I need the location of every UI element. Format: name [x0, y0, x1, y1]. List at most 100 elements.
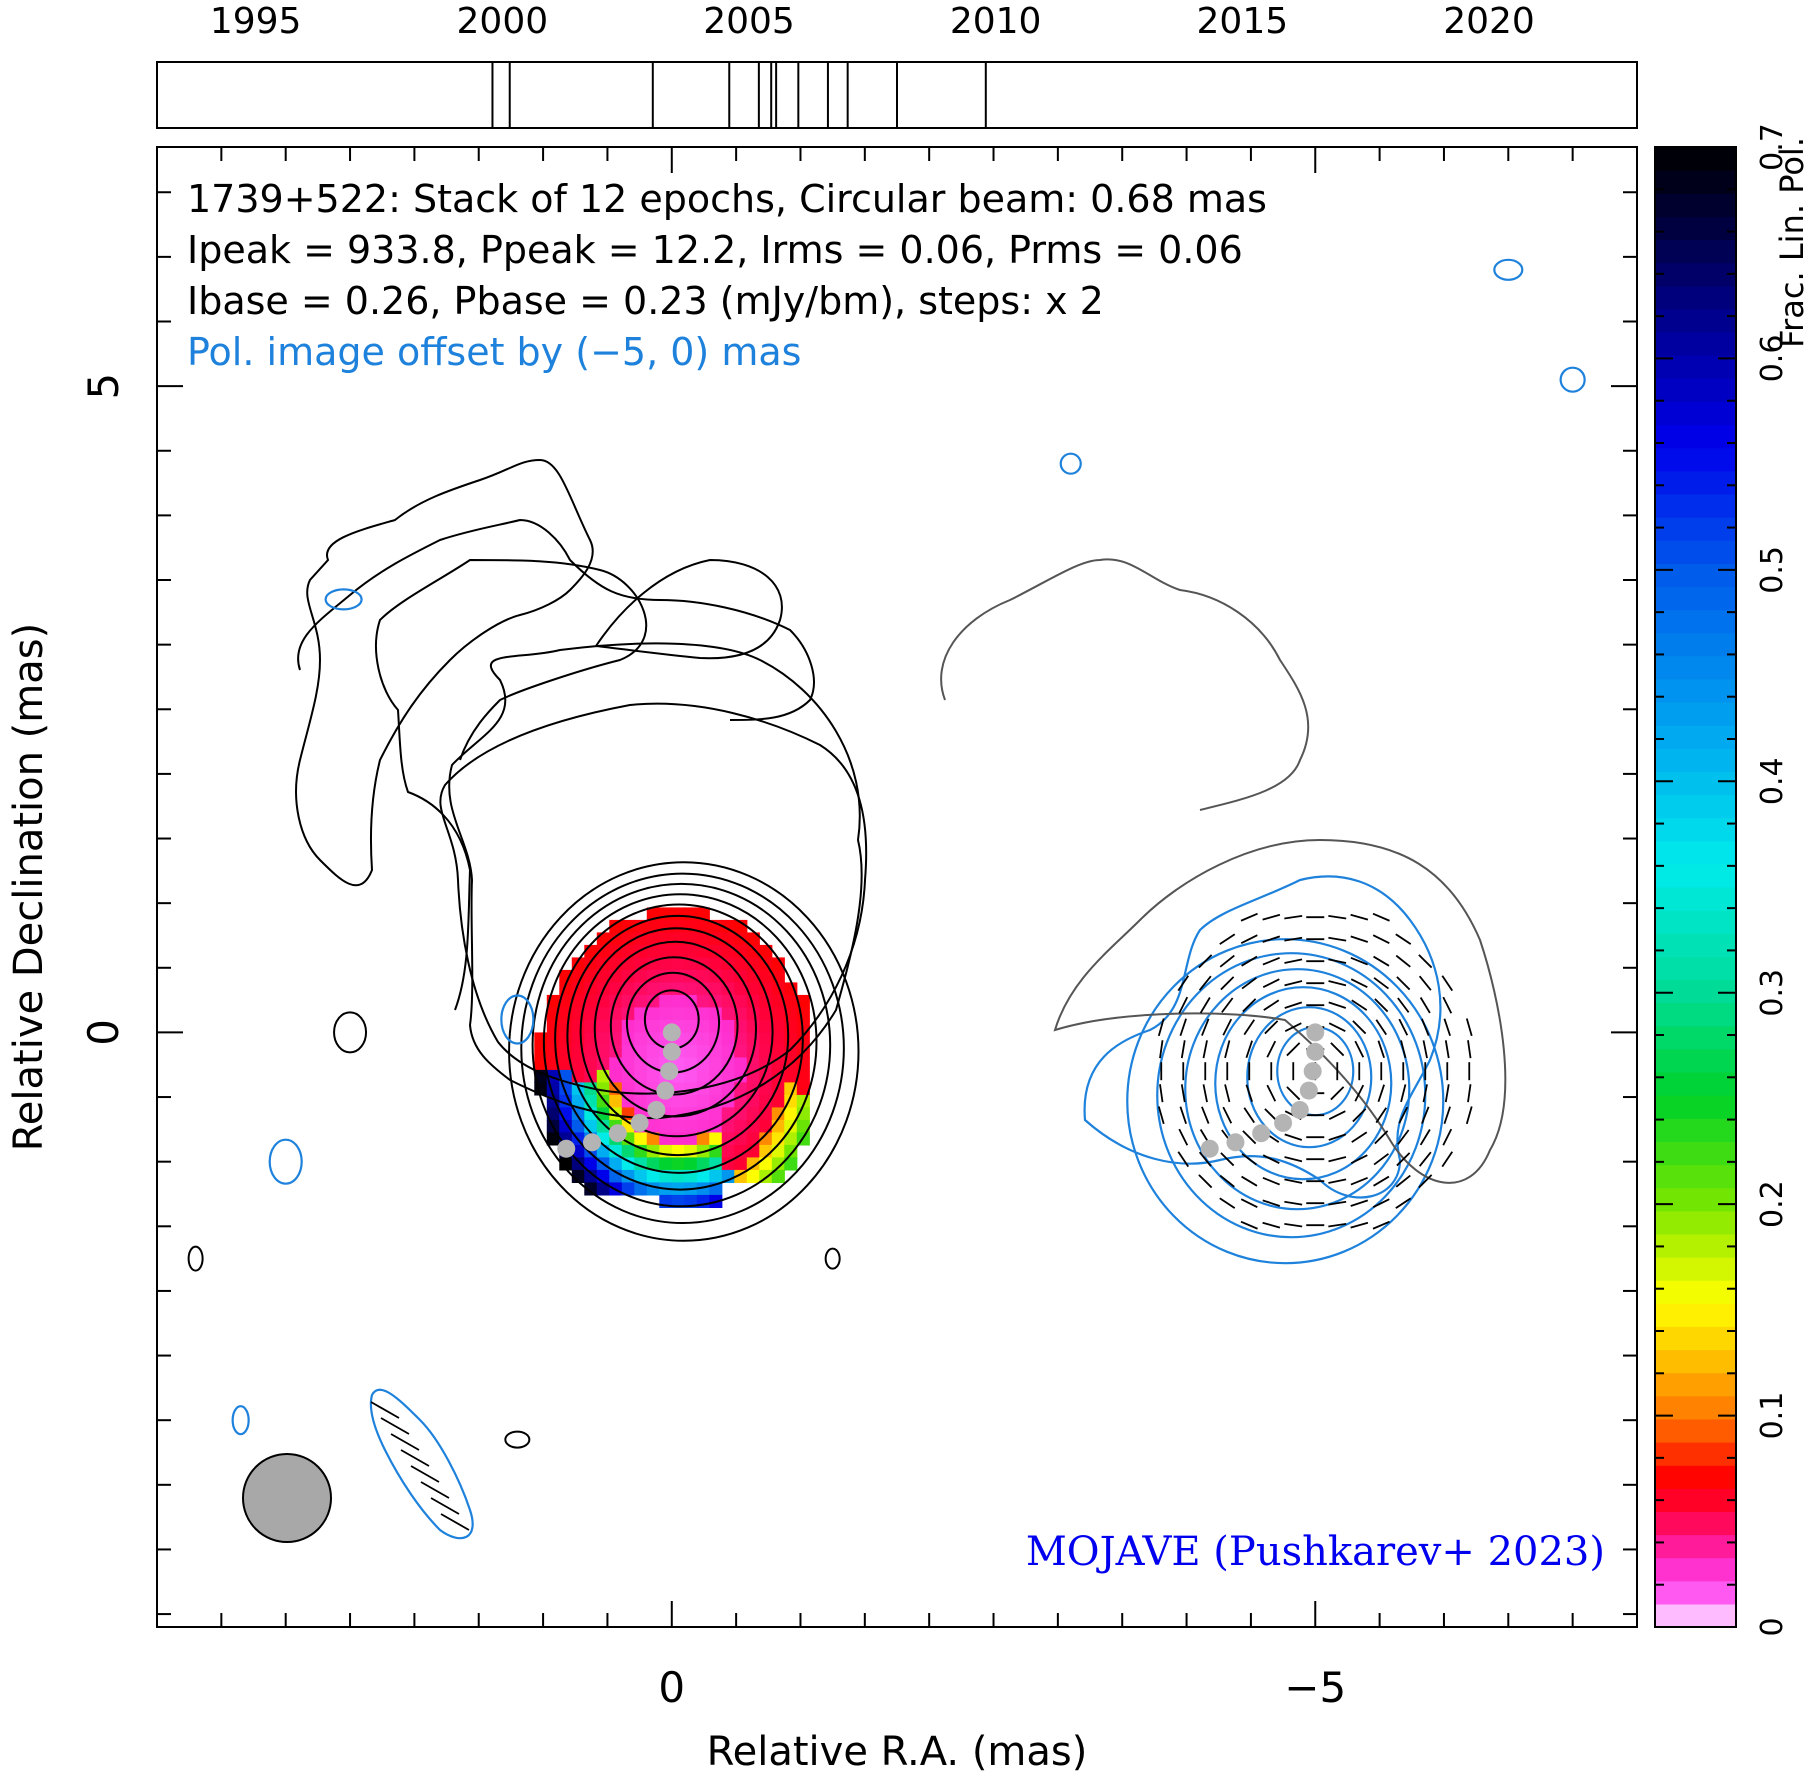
evpa-stick	[1442, 996, 1453, 1014]
title-line-3: Ibase = 0.26, Pbase = 0.23 (mJy/bm), ste…	[187, 279, 1104, 323]
fpol-pixel	[746, 1019, 760, 1034]
evpa-stick	[1373, 1175, 1390, 1187]
fpol-pixel	[709, 982, 723, 996]
colorbar-step	[1655, 702, 1736, 726]
fpol-pixel	[596, 1044, 610, 1059]
fpol-pixel	[671, 932, 685, 946]
stokes-i-contour	[566, 914, 790, 1157]
fpol-pixel	[771, 957, 785, 971]
fpol-pixel	[646, 1119, 660, 1134]
y-tick-label: 0	[79, 1019, 128, 1046]
colorbar-step	[1655, 424, 1736, 449]
evpa-stick	[1201, 1106, 1210, 1124]
evpa-stick	[1418, 954, 1433, 969]
colorbar-step	[1655, 1326, 1736, 1351]
evpa-stick	[1328, 980, 1347, 987]
stokes-i-contour	[508, 861, 860, 1242]
evpa-stick	[1221, 997, 1234, 1013]
fpol-pixel	[721, 1032, 735, 1046]
evpa-stick	[1240, 1198, 1258, 1209]
colorbar-step	[1655, 285, 1736, 310]
evpa-stick	[1224, 1084, 1231, 1103]
colorbar-step	[1655, 1048, 1736, 1073]
fpol-pixel	[571, 994, 585, 1009]
fpol-pixel	[721, 1007, 735, 1021]
fpol-pixel	[671, 919, 685, 934]
colorbar-step	[1655, 933, 1736, 957]
evpa-stick	[1372, 934, 1390, 945]
fpol-pixel	[659, 907, 673, 921]
fpol-pixel	[721, 919, 735, 934]
evpa-stick	[1350, 1154, 1368, 1165]
colorbar-frame	[1654, 146, 1737, 1628]
colorbar-step	[1655, 910, 1736, 934]
fpol-pixel	[771, 1044, 785, 1059]
evpa-stick	[1374, 998, 1389, 1013]
evpa-stick	[1441, 975, 1454, 992]
evpa-stick	[1328, 1156, 1347, 1163]
colorbar-step	[1655, 1303, 1736, 1327]
colorbar-step	[1655, 147, 1736, 171]
evpa-stick	[1284, 1133, 1303, 1141]
stokes-i-contour	[594, 558, 783, 660]
fpol-pixel	[671, 957, 685, 971]
fpol-pixel	[646, 1069, 660, 1084]
fpol-pixel	[696, 1044, 710, 1059]
fpol-pixel	[684, 1157, 698, 1171]
fpol-pixel	[559, 1032, 573, 1046]
evpa-stick	[1284, 1223, 1303, 1228]
stokes-i-contour	[542, 893, 818, 1191]
evpa-stick	[1373, 1153, 1390, 1166]
evpa-stick	[1350, 978, 1368, 989]
fpol-pixel	[584, 1007, 598, 1021]
fpol-pixel	[584, 1182, 598, 1196]
fpol-pixel	[609, 919, 623, 934]
polarized-intensity-contours	[231, 258, 1586, 1540]
fpol-pixel	[546, 1044, 560, 1059]
offset-note: Pol. image offset by (−5, 0) mas	[187, 330, 801, 374]
evpa-stick	[1465, 1106, 1473, 1125]
evpa-stick	[1354, 1084, 1365, 1102]
pol-contour	[1059, 452, 1082, 475]
pol-contour	[268, 1138, 303, 1185]
fpol-pixel	[659, 1007, 673, 1021]
evpa-stick	[1328, 936, 1347, 942]
evpa-stick	[1266, 1084, 1277, 1102]
fpol-pixel	[696, 907, 710, 921]
title-line-1: 1739+522: Stack of 12 epochs, Circular b…	[187, 177, 1267, 221]
fpol-pixel	[534, 1032, 548, 1046]
restoring-beam	[242, 1453, 332, 1543]
fpol-pixel	[671, 1132, 685, 1146]
evpa-stick	[1159, 1084, 1164, 1103]
evpa-stick	[1398, 1106, 1409, 1124]
fpol-pixel	[734, 1044, 748, 1059]
fpol-pixel	[696, 994, 710, 1009]
fpol-pixel	[596, 1082, 610, 1096]
fpol-pixel	[584, 1044, 598, 1059]
fpol-pixel	[571, 1032, 585, 1046]
core-track-point	[1252, 1124, 1271, 1143]
fpol-pixel	[771, 1169, 785, 1184]
pol-contour	[1214, 986, 1393, 1181]
fpol-pixel	[634, 1182, 648, 1196]
fpol-pixel	[659, 1119, 673, 1134]
colorbar-step	[1655, 355, 1736, 379]
colorbar-step	[1655, 401, 1736, 426]
colorbar-tick-label: 0	[1755, 1617, 1790, 1636]
evpa-stick	[1400, 1084, 1407, 1103]
evpa-stick	[1264, 1020, 1279, 1035]
fpol-pixel	[659, 944, 673, 959]
fpol-pixel	[709, 1107, 723, 1121]
colorbar-step	[1655, 609, 1736, 634]
fpol-pixel	[546, 1032, 560, 1046]
fpol-pixel	[746, 1132, 760, 1146]
fpol-pixel	[596, 1182, 610, 1196]
core-track-point	[660, 1062, 679, 1081]
colorbar-step	[1655, 540, 1736, 564]
fpol-pixel	[696, 1157, 710, 1171]
map-plot: 0 −5 0 5 1739+522: Stack of 12 epochs, Circ…	[6, 146, 1638, 1775]
evpa-stick	[1219, 933, 1236, 945]
fpol-pixel	[646, 932, 660, 946]
evpa-stick	[1372, 912, 1390, 922]
stokes-i-contour	[295, 458, 594, 887]
